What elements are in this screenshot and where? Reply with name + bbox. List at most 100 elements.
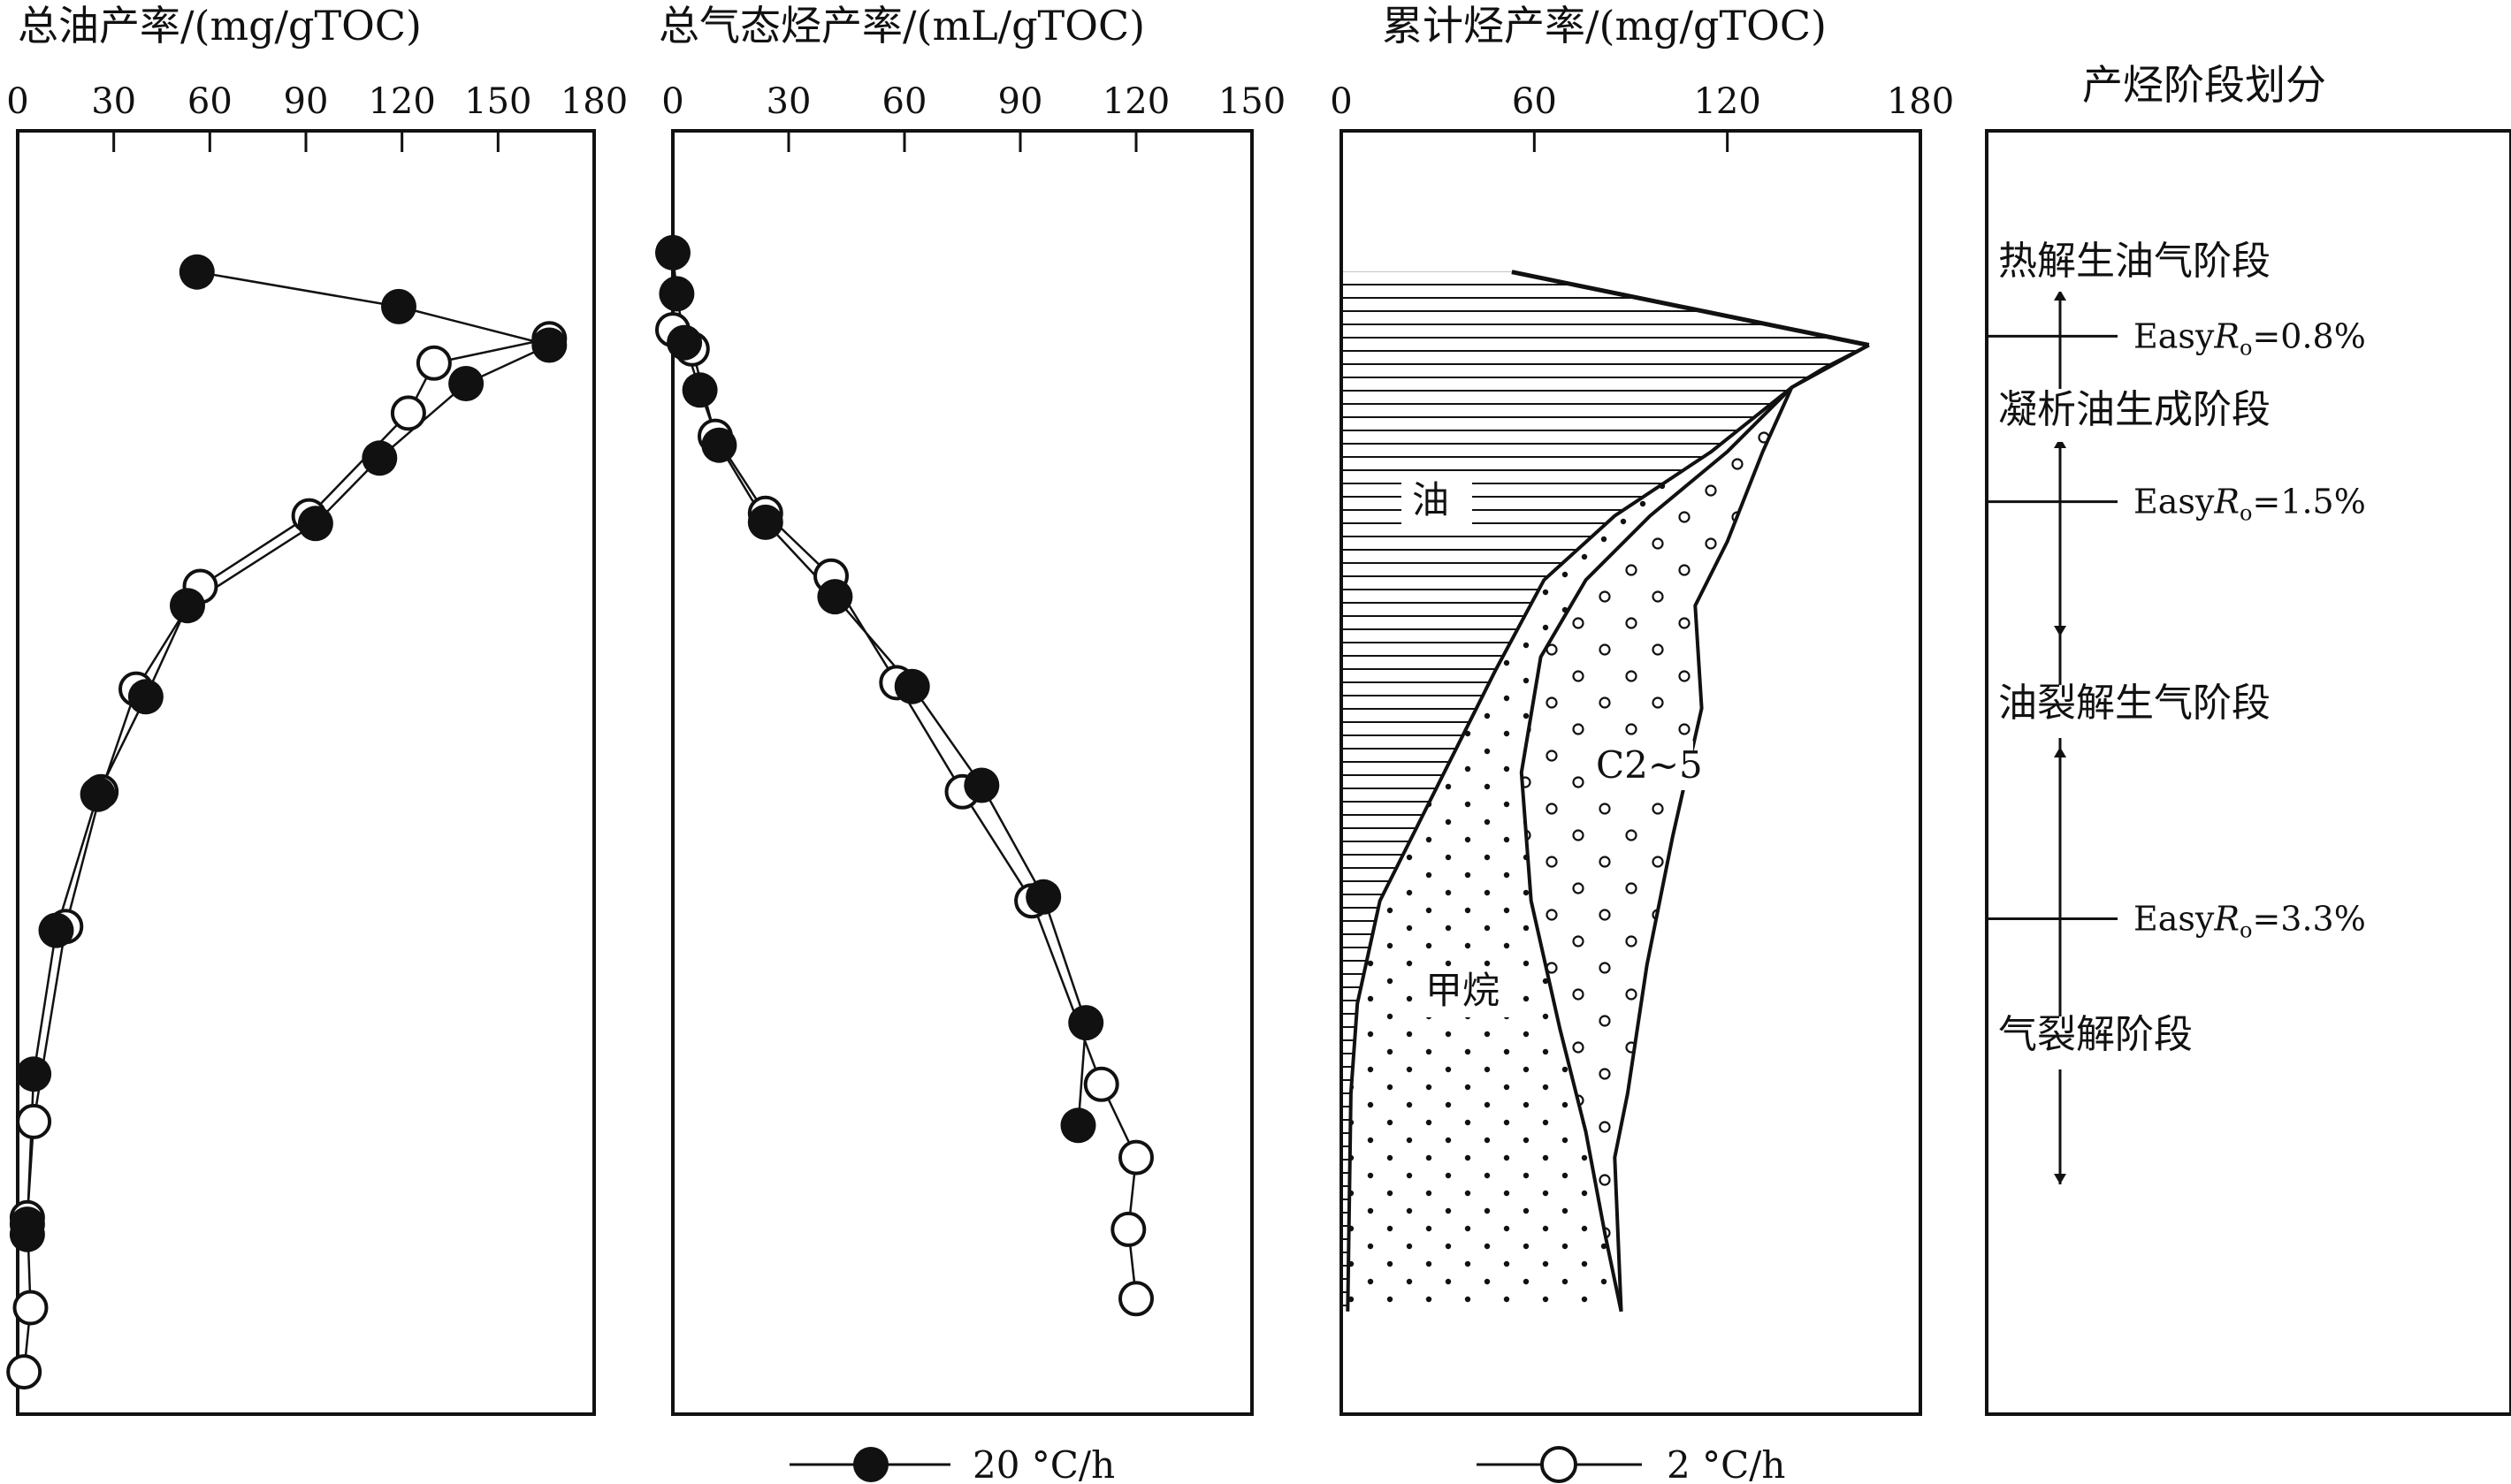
panel-stages-items: EasyRo=0.8% EasyRo=1.5% EasyRo=3.3% <box>1987 239 2366 1184</box>
data-point-filled <box>362 440 398 476</box>
arrow-head <box>2054 438 2066 448</box>
ro-label: EasyRo=0.8% <box>2133 316 2366 360</box>
tick-label: 150 <box>1218 81 1286 122</box>
arrow-head <box>2054 290 2066 301</box>
data-point-filled <box>297 506 333 542</box>
legend-marker-filled <box>853 1447 889 1482</box>
panel-cumulative-yield-areas <box>1341 270 1870 1313</box>
data-point-filled <box>80 776 116 812</box>
panel-oil-yield-title: 总油产率/(mg/gTOC) <box>18 2 422 49</box>
legend-item-2: 2 °C/h <box>1477 1443 1785 1484</box>
data-point-filled <box>667 324 703 361</box>
panel-gas-yield-marks <box>655 234 1154 1317</box>
stage-label-3: 油裂解生气阶段 <box>1998 681 2271 726</box>
tick-label: 60 <box>187 81 233 122</box>
legend-item-20: 20 °C/h <box>790 1443 1115 1484</box>
ro-label: EasyRo=1.5% <box>2133 483 2366 526</box>
tick-label: 0 <box>661 81 683 122</box>
tick-label: 180 <box>1887 81 1954 122</box>
tick-label: 60 <box>882 81 927 122</box>
data-point-filled <box>16 1056 52 1092</box>
tick-label: 180 <box>561 81 628 122</box>
axis-gap <box>2053 389 2067 442</box>
data-point-filled <box>531 327 568 363</box>
boundary-gas-top <box>1519 343 1870 1313</box>
region-label-c2-5: C2~5 <box>1596 743 1703 787</box>
legend-label-2: 2 °C/h <box>1667 1443 1785 1484</box>
series-line-filled <box>26 270 553 1235</box>
legend-label-20: 20 °C/h <box>973 1443 1115 1484</box>
panel-cumulative-yield-ticks: 0 60 120 180 <box>1330 81 1954 152</box>
axis-gap <box>2053 685 2067 738</box>
data-point-filled <box>170 588 205 624</box>
data-point-hollow <box>390 395 426 431</box>
tick-label: 30 <box>91 81 136 122</box>
series-line-hollow <box>22 337 550 1373</box>
panel-gas-yield: 总气态烃产率/(mL/gTOC) 0 30 60 90 120 150 <box>655 2 1286 1416</box>
arrow-head <box>2054 1174 2066 1184</box>
panel-stages-title: 产烃阶段划分 <box>2082 61 2326 109</box>
legend: 20 °C/h 2 °C/h <box>790 1443 1785 1484</box>
tick-label: 60 <box>1512 81 1557 122</box>
region-label-oil: 油 <box>1412 478 1449 521</box>
data-point-filled <box>179 254 215 290</box>
tick-label: 120 <box>1103 81 1170 122</box>
area-methane <box>1347 387 1792 1312</box>
stage-label-2: 凝析油生成阶段 <box>1998 387 2271 432</box>
data-point-filled <box>747 504 783 540</box>
arrow-head <box>2054 626 2066 636</box>
ro-label: EasyRo=3.3% <box>2133 900 2366 943</box>
panel-cumulative-yield: 累计烃产率/(mg/gTOC) 0 60 120 180 油 C2~5 甲烷 <box>1330 2 1954 1416</box>
data-point-hollow <box>1118 1281 1154 1317</box>
panel-gas-yield-ticks: 0 30 60 90 120 150 <box>661 81 1286 152</box>
label-backdrop <box>1401 476 1472 525</box>
data-point-filled <box>655 234 691 270</box>
boundary-methane-top <box>1346 385 1793 1312</box>
data-point-hollow <box>1118 1139 1154 1176</box>
data-point-filled <box>38 912 74 948</box>
panel-stages-frame <box>1985 129 2511 1416</box>
axis-gap <box>2053 1016 2067 1069</box>
stage-label-1: 热解生油气阶段 <box>1998 239 2271 284</box>
data-point-filled <box>1026 879 1062 915</box>
data-point-filled <box>1060 1107 1096 1144</box>
tick-label: 120 <box>368 81 435 122</box>
tick-label: 90 <box>284 81 329 122</box>
data-point-filled <box>9 1216 45 1252</box>
data-point-filled <box>894 668 930 704</box>
data-point-hollow <box>1083 1066 1119 1102</box>
data-point-filled <box>1068 1005 1104 1041</box>
data-point-hollow <box>12 1290 49 1326</box>
data-point-hollow <box>16 1103 52 1139</box>
area-c2-5 <box>1521 345 1869 1312</box>
data-point-filled <box>817 579 853 615</box>
tick-label: 0 <box>1330 81 1352 122</box>
data-point-hollow <box>1110 1211 1147 1247</box>
tick-label: 0 <box>6 81 28 122</box>
axis-gap <box>2053 239 2067 292</box>
arrow-head <box>2054 747 2066 757</box>
data-point-filled <box>127 679 164 715</box>
panel-cumulative-yield-title: 累计烃产率/(mg/gTOC) <box>1382 2 1827 49</box>
data-point-filled <box>964 767 1000 803</box>
panel-oil-yield: 总油产率/(mg/gTOC) 0 30 60 90 120 150 180 <box>6 2 628 1416</box>
panel-oil-yield-ticks: 0 30 60 90 120 150 180 <box>6 81 628 152</box>
tick-label: 90 <box>998 81 1043 122</box>
data-point-hollow <box>6 1354 42 1390</box>
tick-label: 120 <box>1693 81 1760 122</box>
panel-gas-yield-title: 总气态烃产率/(mL/gTOC) <box>659 2 1145 49</box>
data-point-filled <box>701 427 737 463</box>
label-backdrop <box>1587 741 1693 790</box>
panel-gas-yield-frame <box>671 129 1254 1416</box>
panel-stages: 产烃阶段划分 EasyRo=0.8% EasyRo=1.5% EasyRo=3.3%… <box>1985 61 2511 1416</box>
series-line-hollow <box>672 329 1138 1299</box>
legend-marker-hollow <box>1540 1446 1577 1483</box>
series-line-filled <box>671 252 1088 1126</box>
stage-label-4: 气裂解阶段 <box>1998 1012 2193 1057</box>
data-point-filled <box>448 366 485 401</box>
label-backdrop <box>1415 968 1519 1017</box>
boundary-oil-top <box>1511 270 1870 347</box>
region-label-methane: 甲烷 <box>1425 969 1500 1012</box>
data-point-hollow <box>416 345 452 381</box>
